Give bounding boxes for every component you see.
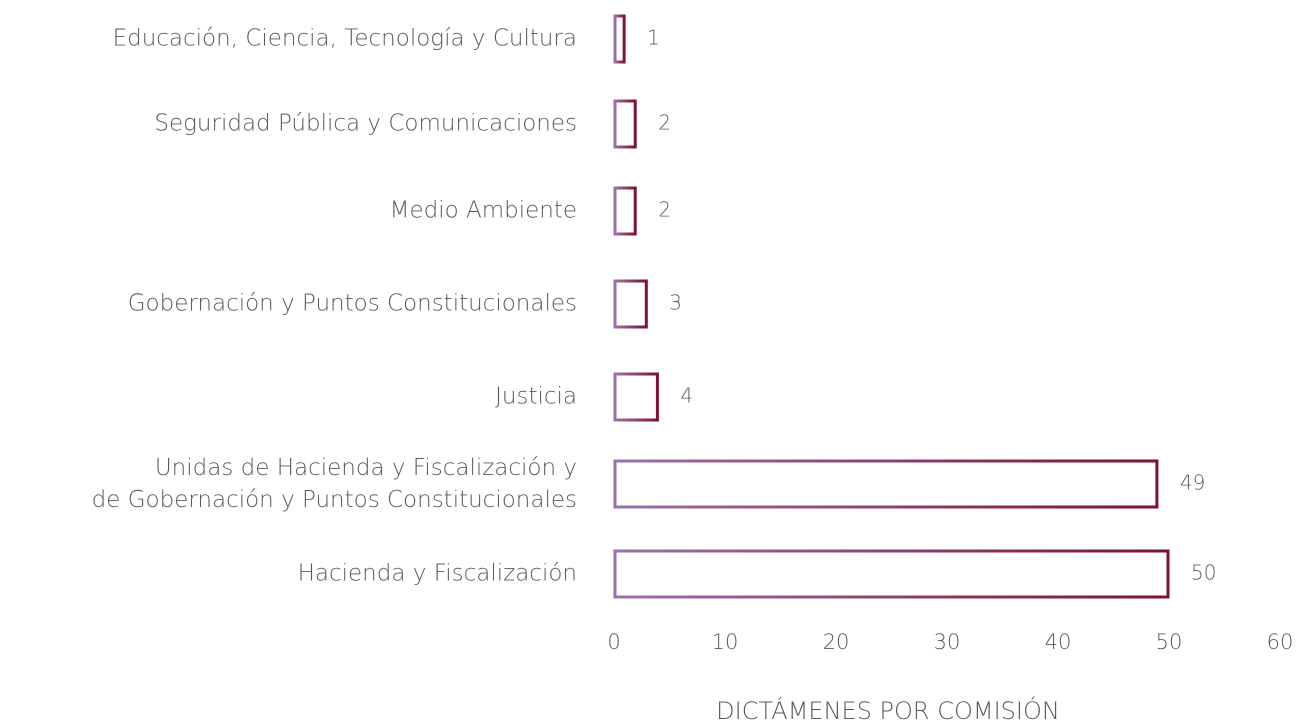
bar	[613, 459, 1159, 509]
bar	[613, 99, 637, 149]
x-tick-label: 10	[712, 630, 739, 654]
bar	[613, 372, 659, 422]
bar	[613, 186, 637, 236]
value-label: 49	[1180, 471, 1205, 495]
x-tick-label: 0	[607, 630, 620, 654]
x-tick-label: 20	[823, 630, 850, 654]
y-tick-label: Unidas de Hacienda y Fiscalización y de G…	[92, 455, 577, 513]
y-tick-label: Justicia	[495, 384, 577, 410]
value-label: 4	[680, 384, 693, 408]
y-tick-label: Seguridad Pública y Comunicaciones	[154, 111, 577, 137]
x-tick-label: 60	[1267, 630, 1294, 654]
y-tick-label: Medio Ambiente	[390, 198, 577, 224]
y-tick-label: Hacienda y Fiscalización	[298, 561, 577, 587]
value-label: 2	[658, 198, 671, 222]
bar	[613, 549, 1170, 599]
y-tick-label-line: de Gobernación y Puntos Constitucionales	[92, 487, 577, 513]
x-tick-label: 50	[1156, 630, 1183, 654]
y-tick-label: Gobernación y Puntos Constitucionales	[128, 291, 577, 317]
y-tick-label: Educación, Ciencia, Tecnología y Cultura	[113, 26, 577, 52]
y-tick-label-line: Unidas de Hacienda y Fiscalización y	[155, 455, 577, 481]
bar	[613, 14, 626, 64]
value-label: 2	[658, 111, 671, 135]
x-axis-title: DICTÁMENES POR COMISIÓN	[716, 695, 1060, 725]
x-tick-label: 30	[934, 630, 961, 654]
value-label: 50	[1191, 561, 1216, 585]
x-tick-label: 40	[1045, 630, 1072, 654]
value-label: 3	[669, 291, 682, 315]
value-label: 1	[647, 26, 660, 50]
bar	[613, 279, 648, 329]
